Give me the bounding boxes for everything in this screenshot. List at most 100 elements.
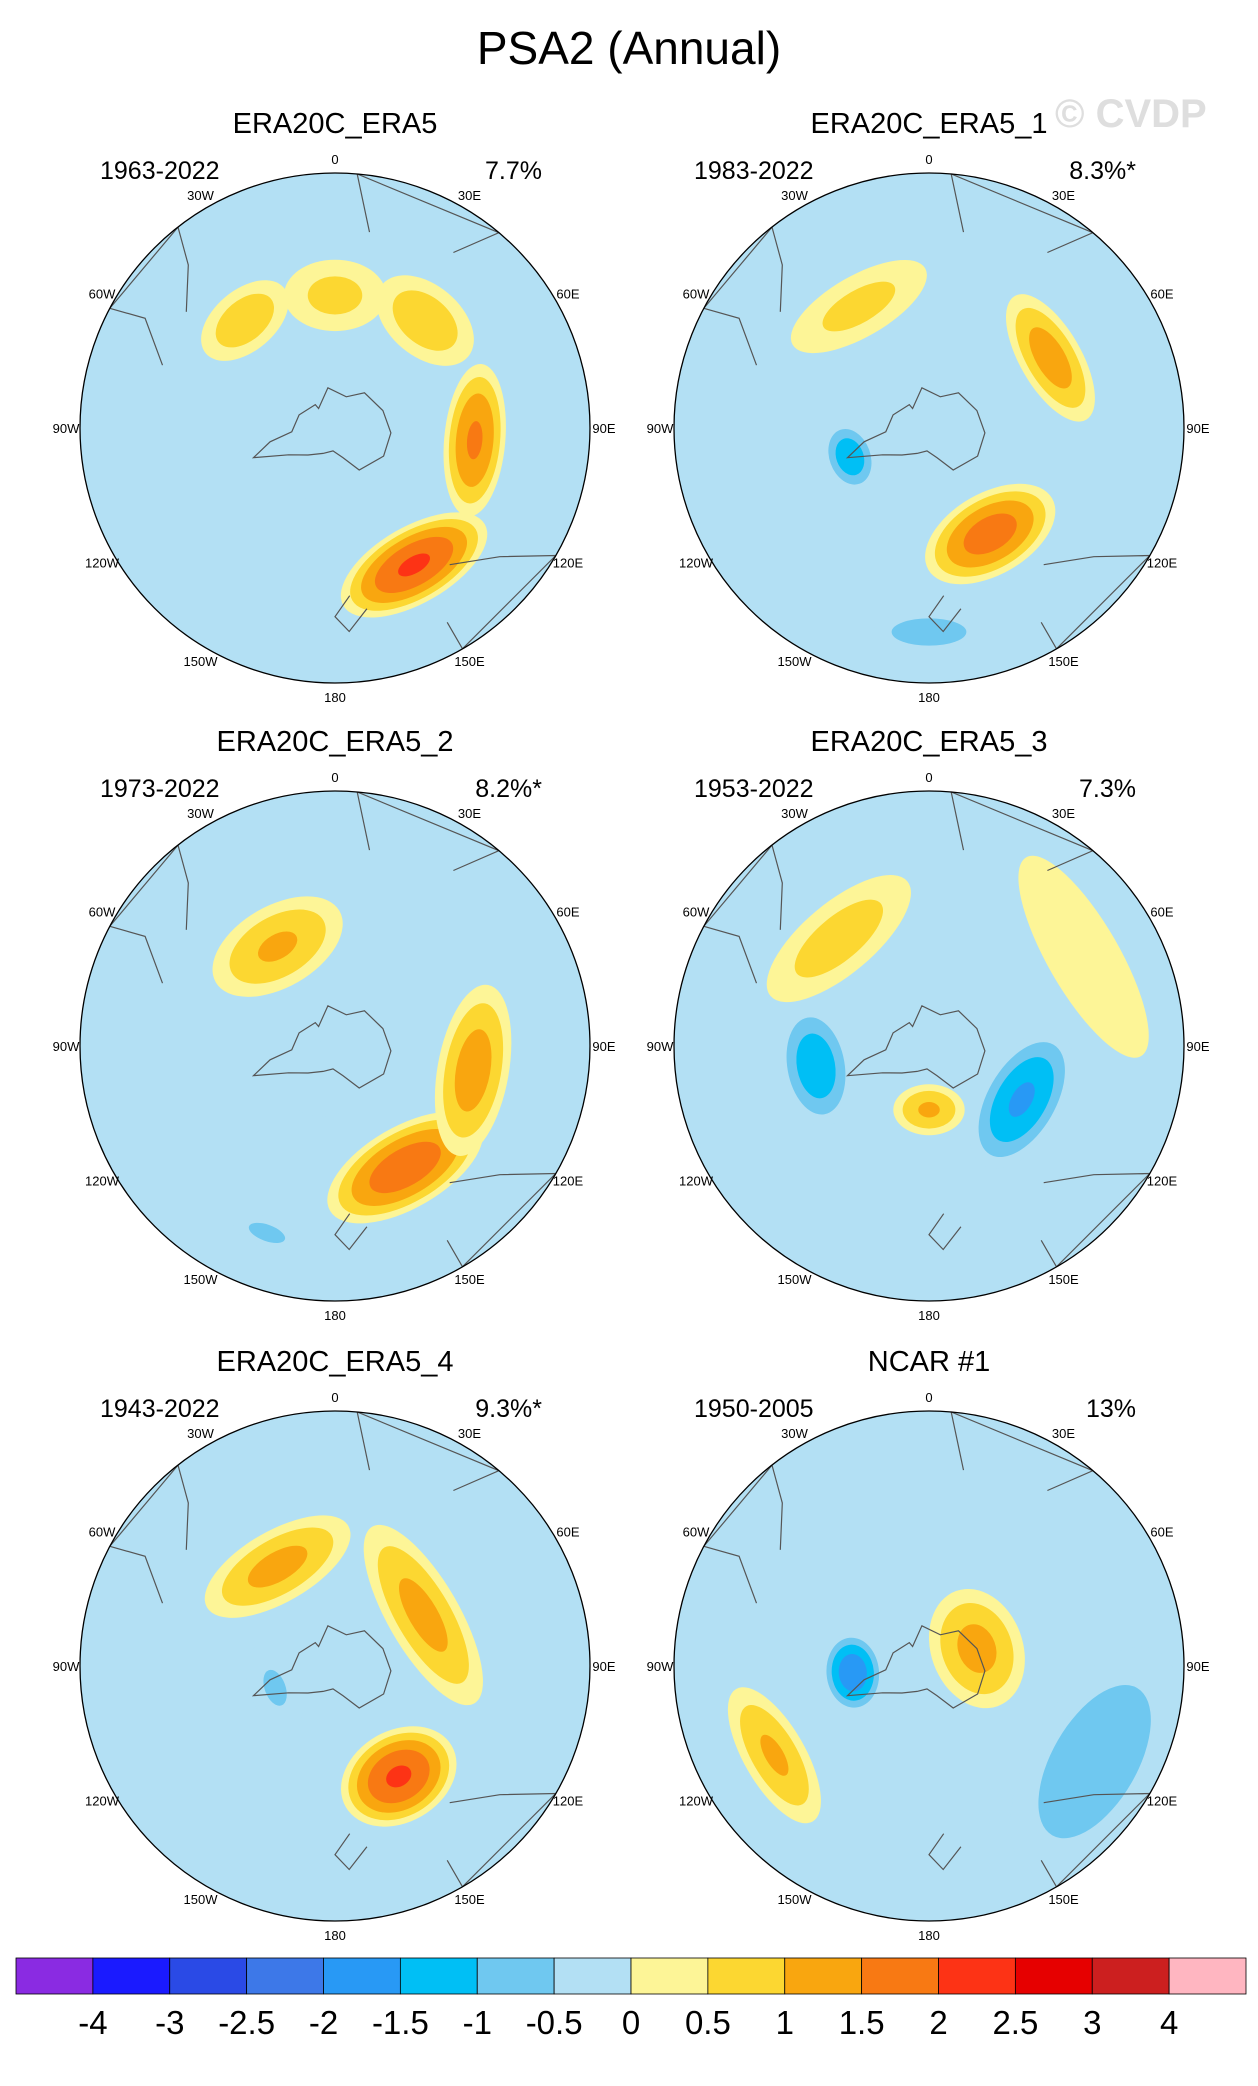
longitude-label: 120E [1147,1174,1178,1189]
colorbar-tick-label: 2 [929,2004,947,2041]
longitude-label: 120E [1147,556,1178,571]
continent-outline [356,1411,501,1492]
longitude-label: 60W [89,1525,116,1540]
panel-period: 1963-2022 [100,157,220,185]
contour-level [257,931,298,962]
contour-level [263,1669,287,1706]
longitude-label: 60E [556,1525,579,1540]
panel-period: 1950-2005 [694,1395,814,1423]
contour-level [466,421,483,460]
colorbar-swatch [399,1957,478,1995]
longitude-label: 90E [592,1039,615,1054]
map-border [79,1410,591,1922]
continent-outline [108,225,189,366]
longitude-label: 30E [458,806,481,821]
continent-outline [702,843,783,984]
contour-level [307,276,363,315]
contour-level [963,513,1017,555]
panel-variance: 8.3%* [1069,157,1136,185]
longitude-label: 180 [324,1928,346,1943]
longitude-label: 120W [679,556,714,571]
panel: 0 30E 60E 90E 120E 150E 180 150W 120W 90W 60W 30W ER… [53,726,616,1323]
panel: 0 30E 60E 90E 120E 150E 180 150W 120W 90W 60W 30W ER… [53,108,616,705]
panel-title: NCAR #1 [868,1346,991,1378]
continent-outline [950,173,1095,254]
continent-outline [702,1463,783,1604]
colorbar-swatch [246,1957,324,1995]
longitude-label: 150W [778,1892,813,1907]
longitude-label: 150W [184,1892,219,1907]
longitude-label: 120E [553,556,584,571]
continent-outline [334,595,368,633]
map-border [673,790,1185,1302]
colorbar-swatch [15,1957,94,1995]
contour-level [369,1141,441,1194]
panel-variance: 7.3% [1079,775,1136,803]
panel-title: ERA20C_ERA5_4 [217,1346,454,1378]
colorbar-swatch [938,1957,1016,1995]
longitude-label: 120E [553,1794,584,1809]
longitude-label: 60E [1150,1525,1173,1540]
panel-title: ERA20C_ERA5_3 [811,726,1048,758]
colorbar-tick-label: -4 [78,2004,107,2041]
longitude-label: 30W [781,1426,808,1441]
contour-level [398,553,431,577]
contour-level [796,1033,836,1099]
continent-outline [928,1213,962,1251]
colorbar-tick-label: -2 [309,2004,338,2041]
contour-level [760,1734,789,1776]
antarctica-coastline [251,386,392,471]
longitude-label: 180 [918,690,940,705]
panel-variance: 9.3%* [475,1395,542,1423]
panel-variance: 13% [1086,1395,1136,1423]
longitude-label: 150W [778,1272,813,1287]
colorbar-tick-label: 4 [1160,2004,1178,2041]
longitude-label: 30W [781,188,808,203]
contour-level [794,899,884,978]
panel-period: 1943-2022 [100,1395,220,1423]
map-background [80,791,590,1301]
anomaly-field [201,259,506,618]
antarctica-coastline [845,1624,986,1709]
continent-outline [928,595,962,633]
continent-outline [950,791,1095,872]
longitude-label: 60W [89,905,116,920]
colorbar-tick-label: -1 [463,2004,492,2041]
antarctica-coastline [251,1624,392,1709]
watermark: © CVDP [1055,92,1207,136]
longitude-label: 60E [556,905,579,920]
longitude-label: 60W [89,287,116,302]
contour-level [918,1102,940,1118]
longitude-label: 0 [925,770,932,785]
longitude-label: 180 [918,1928,940,1943]
longitude-label: 180 [324,690,346,705]
panel-period: 1983-2022 [694,157,814,185]
longitude-label: 120W [85,1174,120,1189]
longitude-label: 0 [331,770,338,785]
colorbar-swatch [476,1957,555,1995]
longitude-label: 90E [592,1659,615,1674]
anomaly-field [766,855,1149,1169]
colorbar-swatch [323,1957,401,1995]
longitude-label: 0 [331,1390,338,1405]
contour-level [271,420,360,502]
longitude-label: 150E [454,1892,485,1907]
longitude-label: 30E [1052,1426,1075,1441]
panel: 0 30E 60E 90E 120E 150E 180 150W 120W 90W 60W 30W NC… [647,1346,1210,1943]
colorbar-tick-label: -3 [155,2004,184,2041]
colorbar-tick-label: 1.5 [839,2004,885,2041]
continent-outline [356,173,501,254]
antarctica-coastline [251,1004,392,1089]
longitude-label: 30E [1052,188,1075,203]
colorbar-swatch [1014,1957,1093,1995]
longitude-label: 60E [1150,287,1173,302]
longitude-label: 150E [1048,654,1079,669]
colorbar-swatch [1091,1957,1170,1995]
longitude-label: 30W [187,188,214,203]
map-background [674,791,1184,1301]
map-background [674,173,1184,683]
colorbar-tick-label: 0 [622,2004,640,2041]
longitude-label: 90W [53,1659,80,1674]
longitude-label: 90E [1186,1039,1209,1054]
panel: 0 30E 60E 90E 120E 150E 180 150W 120W 90W 60W 30W ER… [53,1346,616,1943]
